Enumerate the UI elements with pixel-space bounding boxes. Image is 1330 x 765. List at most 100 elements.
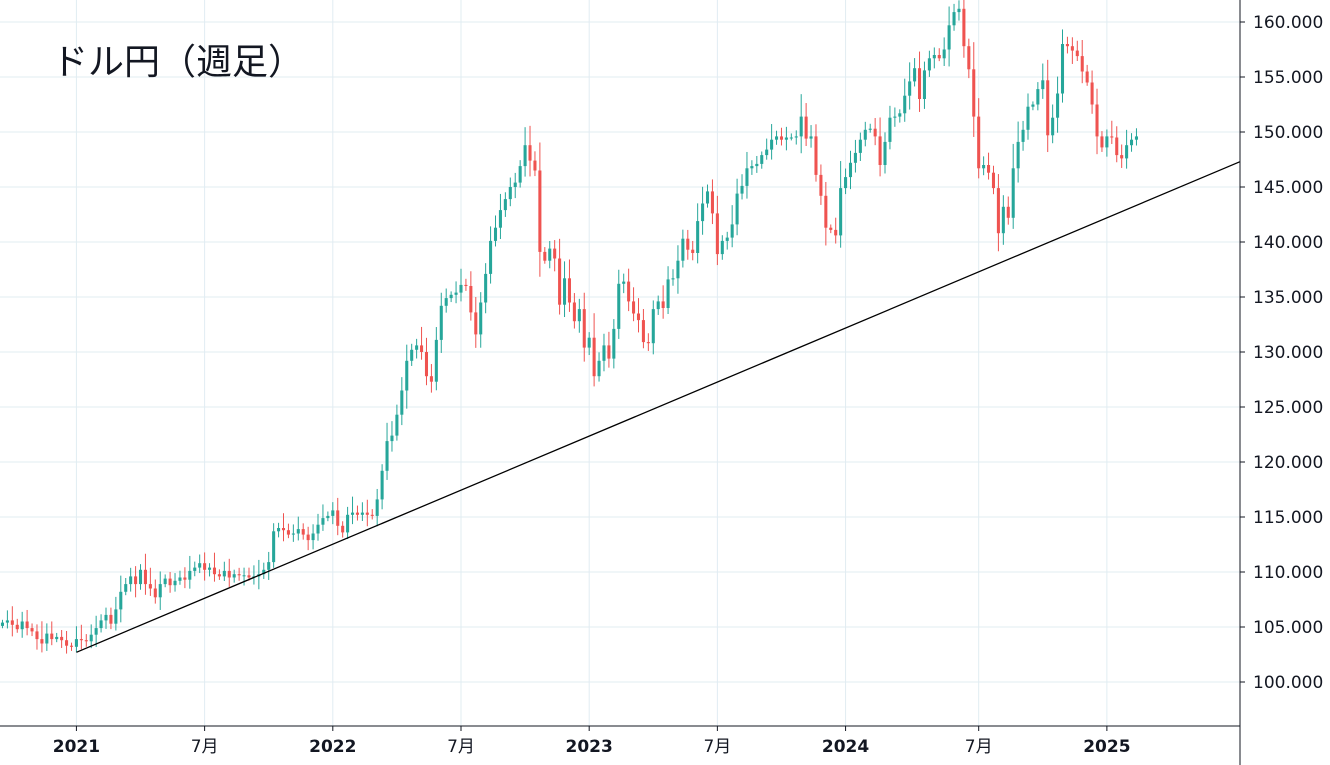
candle-up xyxy=(622,273,626,294)
candle-up xyxy=(503,192,507,217)
time-tick-label: 2025 xyxy=(1083,737,1130,757)
candle-up xyxy=(94,615,98,648)
price-tick-label: 100.000 xyxy=(1253,673,1323,693)
candle-body xyxy=(45,633,49,644)
candle-up xyxy=(563,261,567,318)
candle-up xyxy=(1041,63,1045,99)
candle-up xyxy=(459,268,463,302)
candle-up xyxy=(385,422,389,480)
candle-body xyxy=(888,117,892,142)
candle-down xyxy=(355,505,359,521)
candle-body xyxy=(1046,80,1050,136)
candle-body xyxy=(942,49,946,59)
candle-body xyxy=(1065,44,1069,47)
candle-up xyxy=(1016,121,1020,183)
candle-body xyxy=(528,145,532,161)
candle-up xyxy=(952,3,956,31)
candle-body xyxy=(395,414,399,436)
candle-up xyxy=(735,178,739,236)
candle-body xyxy=(1110,136,1114,138)
candle-body xyxy=(479,302,483,335)
candle-down xyxy=(987,152,991,180)
candle-body xyxy=(286,530,290,535)
candle-down xyxy=(474,297,478,348)
candle-body xyxy=(543,251,547,261)
candle-body xyxy=(1026,106,1030,130)
candle-body xyxy=(755,163,759,167)
candle-down xyxy=(991,165,996,195)
candle-body xyxy=(572,302,576,322)
candle-down xyxy=(203,552,207,581)
candle-up xyxy=(839,161,843,248)
candle-up xyxy=(853,139,857,173)
candle-body xyxy=(607,345,611,359)
candle-down xyxy=(636,298,641,333)
candle-up xyxy=(350,496,355,525)
candle-body xyxy=(1095,104,1099,137)
candle-up xyxy=(99,614,103,633)
candle-body xyxy=(844,177,848,189)
candle-body xyxy=(69,645,74,647)
candle-up xyxy=(671,269,675,286)
candle-body xyxy=(883,141,887,165)
candle-down xyxy=(84,634,88,647)
candle-up xyxy=(208,563,212,577)
candle-body xyxy=(809,136,813,139)
candle-down xyxy=(528,125,532,177)
candle-body xyxy=(375,499,379,516)
candle-down xyxy=(686,229,690,260)
candle-up xyxy=(277,522,281,538)
candle-body xyxy=(227,570,231,578)
candle-down xyxy=(1006,196,1010,225)
candle-up xyxy=(0,619,4,629)
price-tick-label: 140.000 xyxy=(1253,233,1323,253)
candle-up xyxy=(439,292,443,353)
candle-body xyxy=(804,116,808,139)
candle-down xyxy=(538,142,542,277)
price-tick-label: 115.000 xyxy=(1253,508,1323,528)
candle-body xyxy=(484,273,488,303)
candle-up xyxy=(898,109,902,123)
candle-down xyxy=(30,623,34,637)
candle-body xyxy=(306,534,310,541)
candle-up xyxy=(291,524,295,542)
candle-body xyxy=(848,162,853,178)
candle-up xyxy=(173,573,177,592)
candle-up xyxy=(395,404,399,441)
candle-up xyxy=(1125,129,1129,169)
candle-body xyxy=(321,518,325,525)
candle-down xyxy=(977,98,981,179)
candle-down xyxy=(553,240,557,272)
candle-up xyxy=(198,554,202,574)
candle-body xyxy=(114,609,118,624)
candle-body xyxy=(469,286,473,313)
candle-body xyxy=(301,529,305,535)
candle-body xyxy=(25,621,29,629)
candle-body xyxy=(138,569,143,585)
candle-body xyxy=(1134,136,1138,140)
candle-body xyxy=(489,240,493,274)
candle-down xyxy=(558,238,562,315)
candle-down xyxy=(183,567,187,589)
candle-body xyxy=(775,136,779,140)
candle-down xyxy=(25,609,29,636)
candle-body xyxy=(873,128,877,137)
candle-down xyxy=(1090,70,1094,114)
candle-body xyxy=(1120,155,1124,159)
candle-up xyxy=(612,319,616,369)
candle-up xyxy=(597,352,601,382)
candle-body xyxy=(819,174,823,196)
candle-body xyxy=(119,591,123,610)
candle-down xyxy=(1120,144,1124,168)
candle-down xyxy=(134,566,138,598)
candle-up xyxy=(232,569,236,583)
candle-body xyxy=(459,284,463,293)
candle-body xyxy=(464,284,468,286)
candle-body xyxy=(903,95,907,114)
candle-up xyxy=(681,229,685,268)
candle-down xyxy=(247,567,251,581)
candle-up xyxy=(858,132,862,161)
candle-up xyxy=(1021,120,1025,151)
candle-down xyxy=(641,309,645,349)
candle-body xyxy=(267,562,271,570)
